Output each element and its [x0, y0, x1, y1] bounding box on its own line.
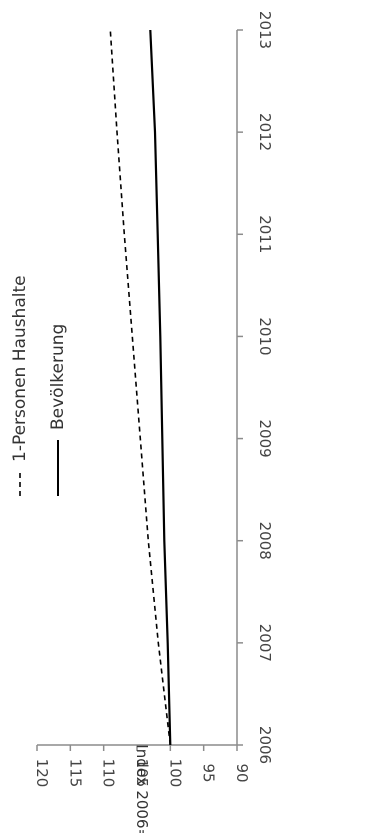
value-axis-title: Index 2006=100 — [133, 744, 151, 833]
value-tick-label: 120 — [33, 759, 51, 788]
value-tick-label: 95 — [200, 763, 218, 782]
category-tick-label: 2006 — [256, 726, 274, 764]
chart-axes — [36, 29, 243, 751]
category-tick-label: 2009 — [256, 419, 274, 457]
value-tick-label: 115 — [66, 759, 84, 788]
category-tick-label: 2010 — [256, 317, 274, 355]
legend-label-0: 1-Personen Haushalte — [10, 275, 30, 462]
value-tick-label: 105 — [133, 759, 151, 788]
category-tick-label: 2007 — [256, 624, 274, 662]
value-tick-label: 110 — [100, 759, 118, 788]
chart-labels: 2006 2007 2008 2009 2010 2011 2012 2013 90 95 100 1… — [33, 11, 274, 833]
category-tick-label: 2011 — [256, 215, 274, 253]
value-tick-label: 90 — [233, 763, 251, 782]
chart-legend: 1-Personen Haushalte Bevölkerung — [10, 275, 68, 496]
value-tick-label: 100 — [166, 759, 184, 788]
category-tick-label: 2012 — [256, 113, 274, 151]
series-line-0 — [109, 29, 172, 746]
category-tick-label: 2008 — [256, 522, 274, 560]
series-layer — [109, 29, 172, 746]
legend-label-1: Bevölkerung — [48, 324, 68, 430]
series-line-1 — [149, 29, 172, 746]
category-tick-label: 2013 — [256, 11, 274, 49]
